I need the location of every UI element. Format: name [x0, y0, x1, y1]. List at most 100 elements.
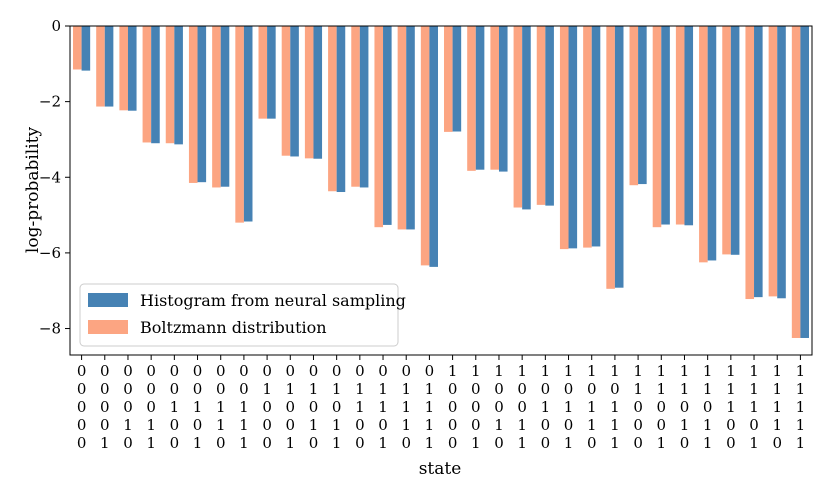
x-tick-label: 0	[100, 380, 110, 398]
x-tick-label: 0	[633, 434, 643, 452]
x-tick-label: 1	[796, 398, 806, 416]
x-tick-label: 1	[378, 380, 388, 398]
x-tick-label: 1	[796, 416, 806, 434]
bar-boltzmann-20	[536, 26, 546, 205]
x-tick-label: 0	[517, 380, 527, 398]
x-tick-label: 0	[170, 362, 180, 380]
x-tick-label: 0	[494, 380, 504, 398]
bar-histogram-29	[754, 26, 763, 298]
bar-boltzmann-22	[583, 26, 592, 248]
bar-boltzmann-0	[73, 26, 82, 70]
x-tick-label: 1	[749, 398, 759, 416]
bar-boltzmann-28	[722, 26, 731, 255]
bar-boltzmann-31	[791, 26, 801, 338]
x-tick-label: 0	[448, 434, 458, 452]
bar-boltzmann-9	[281, 26, 291, 156]
bar-boltzmann-15	[420, 26, 430, 266]
bar-histogram-4	[174, 26, 183, 145]
x-tick-label: 1	[309, 380, 319, 398]
x-tick-label: 1	[332, 434, 342, 452]
x-tick-label: 0	[355, 362, 365, 380]
bars-group	[73, 26, 809, 338]
x-tick-label: 1	[471, 434, 481, 452]
x-tick-label: 1	[680, 362, 690, 380]
x-tick-label: 0	[170, 416, 180, 434]
bar-histogram-12	[359, 26, 369, 188]
x-tick-label: 0	[471, 398, 481, 416]
bar-boltzmann-11	[328, 26, 337, 192]
bar-histogram-10	[313, 26, 323, 159]
bar-histogram-27	[707, 26, 717, 261]
bar-boltzmann-5	[188, 26, 198, 183]
x-tick-label: 1	[680, 380, 690, 398]
x-tick-label: 1	[425, 434, 435, 452]
x-tick-label: 1	[633, 380, 643, 398]
x-tick-label: 0	[146, 380, 156, 398]
x-tick-label: 0	[587, 434, 597, 452]
legend-entry-label: Boltzmann distribution	[140, 318, 327, 337]
x-tick-label: 0	[77, 434, 87, 452]
x-tick-label: 1	[239, 398, 249, 416]
x-tick-label: 0	[772, 434, 782, 452]
bar-boltzmann-26	[675, 26, 685, 225]
bar-boltzmann-25	[652, 26, 662, 228]
x-tick-label: 0	[494, 398, 504, 416]
legend: Histogram from neural sampling Boltzmann …	[79, 283, 406, 347]
x-tick-label: 0	[100, 398, 110, 416]
x-tick-label: 0	[286, 416, 296, 434]
x-tick-label: 1	[517, 362, 527, 380]
bar-histogram-31	[800, 26, 809, 338]
x-tick-label: 1	[610, 434, 620, 452]
x-tick-label: 0	[749, 416, 759, 434]
x-tick-label: 0	[146, 398, 156, 416]
x-tick-label: 1	[355, 380, 365, 398]
legend-swatch	[88, 293, 128, 307]
x-tick-label: 1	[564, 362, 574, 380]
x-tick-label: 0	[239, 380, 249, 398]
x-tick-label: 1	[494, 416, 504, 434]
x-tick-label: 1	[749, 434, 759, 452]
x-tick-label: 0	[541, 416, 551, 434]
x-tick-label: 0	[286, 362, 296, 380]
bar-histogram-7	[243, 26, 253, 222]
x-tick-label: 1	[425, 380, 435, 398]
bar-boltzmann-21	[559, 26, 569, 250]
bar-histogram-9	[290, 26, 299, 157]
bar-histogram-19	[522, 26, 531, 210]
x-tick-label: 0	[680, 434, 690, 452]
bar-boltzmann-23	[606, 26, 615, 289]
legend-entry-label: Histogram from neural sampling	[140, 291, 406, 310]
x-tick-label: 0	[355, 416, 365, 434]
x-tick-label: 0	[703, 398, 713, 416]
x-tick-label: 1	[587, 398, 597, 416]
bar-boltzmann-24	[629, 26, 639, 186]
x-tick-label: 0	[100, 362, 110, 380]
bar-boltzmann-30	[768, 26, 778, 297]
x-tick-label: 1	[610, 398, 620, 416]
x-tick-label: 1	[726, 362, 736, 380]
x-tick-label: 1	[564, 398, 574, 416]
x-tick-label: 0	[355, 434, 365, 452]
bar-histogram-22	[591, 26, 601, 247]
x-tick-label: 1	[146, 416, 156, 434]
bar-histogram-11	[336, 26, 346, 193]
x-tick-label: 0	[517, 398, 527, 416]
bar-boltzmann-4	[165, 26, 175, 144]
y-tick-label: −4	[39, 168, 61, 186]
y-tick-label: −2	[39, 93, 61, 111]
x-tick-label: 1	[749, 380, 759, 398]
bar-histogram-28	[730, 26, 740, 255]
x-tick-label: 1	[286, 434, 296, 452]
x-tick-label: 0	[216, 380, 226, 398]
legend-box	[79, 283, 399, 347]
x-tick-label: 0	[332, 362, 342, 380]
bar-boltzmann-1	[96, 26, 105, 107]
bar-histogram-13	[383, 26, 392, 225]
bar-histogram-23	[614, 26, 624, 288]
x-tick-label: 1	[796, 362, 806, 380]
x-tick-label: 0	[193, 380, 203, 398]
x-tick-label: 0	[262, 398, 272, 416]
x-tick-label: 0	[564, 380, 574, 398]
x-tick-label: 0	[309, 398, 319, 416]
